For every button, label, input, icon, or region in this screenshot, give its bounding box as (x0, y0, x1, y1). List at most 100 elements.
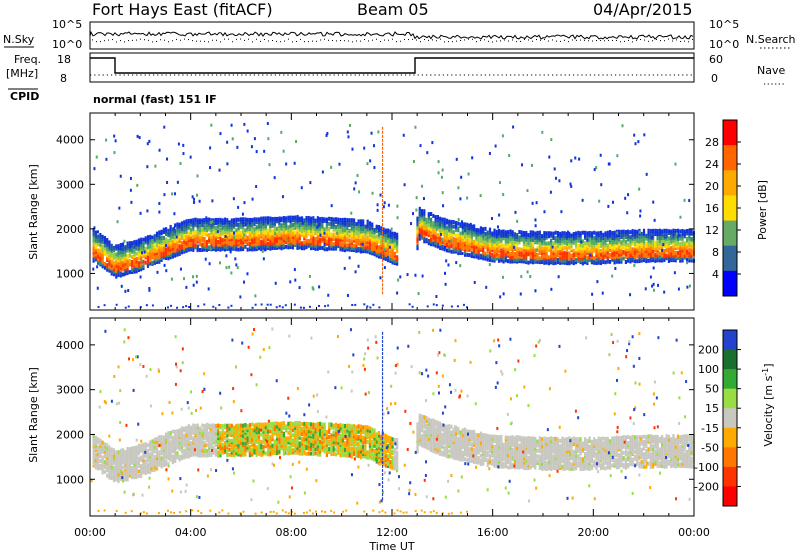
range-gate-cell (518, 256, 521, 261)
range-gate-cell (681, 251, 684, 256)
range-gate-cell (651, 245, 655, 250)
range-gate-cell (146, 251, 150, 256)
range-gate-cell (203, 232, 206, 237)
range-gate-cell (242, 452, 245, 457)
range-gate-cell (488, 230, 492, 235)
range-gate-cell (382, 231, 385, 236)
range-gate-cell (230, 237, 233, 242)
interference-cell (381, 283, 384, 287)
range-gate-cell (212, 425, 215, 430)
range-gate-cell (246, 443, 249, 448)
range-gate-cell (448, 246, 451, 251)
scatter-cell (399, 275, 402, 279)
range-gate-cell (554, 253, 557, 258)
date-label: 04/Apr/2015 (593, 0, 693, 19)
range-gate-cell (251, 223, 254, 228)
range-gate-cell (269, 447, 272, 452)
range-gate-cell (203, 245, 206, 250)
range-gate-cell (457, 221, 460, 226)
range-gate-cell (257, 224, 261, 229)
scatter-cell (282, 149, 285, 153)
noise-search-point (324, 38, 325, 40)
range-gate-cell (468, 226, 471, 231)
range-gate-cell (565, 261, 569, 266)
range-gate-cell (309, 446, 313, 451)
range-gate-cell (436, 233, 439, 238)
range-gate-cell (647, 228, 650, 233)
range-gate-cell (198, 448, 202, 453)
range-gate-cell (210, 426, 213, 431)
range-gate-cell (255, 234, 258, 239)
range-gate-cell (371, 230, 374, 235)
range-gate-cell (540, 241, 544, 246)
scatter-cell (414, 273, 417, 277)
range-gate-cell (561, 246, 564, 251)
range-gate-cell (559, 253, 562, 258)
range-gate-cell (488, 257, 492, 262)
range-gate-cell (683, 246, 686, 251)
range-gate-cell (300, 422, 304, 427)
scatter-cell (435, 227, 438, 231)
range-gate-cell (359, 239, 362, 244)
range-gate-cell (470, 242, 473, 247)
range-gate-cell (328, 447, 331, 452)
range-gate-cell (239, 242, 242, 247)
range-gate-cell (180, 426, 184, 431)
range-gate-cell (482, 256, 485, 261)
range-gate-cell (94, 230, 97, 235)
range-gate-cell (187, 452, 190, 457)
scatter-cell (230, 123, 233, 127)
range-gate-cell (291, 438, 295, 443)
range-gate-cell (663, 251, 666, 256)
near-range-cell (293, 303, 296, 306)
noise-search-point (96, 41, 97, 43)
scatter-cell (519, 292, 522, 296)
range-gate-cell (171, 460, 174, 465)
range-gate-cell (282, 238, 285, 243)
range-gate-cell (226, 447, 229, 452)
range-gate-cell (217, 433, 220, 438)
range-gate-cell (212, 242, 215, 247)
range-gate-cell (137, 461, 141, 466)
scatter-cell (534, 224, 537, 228)
range-gate-cell (525, 245, 528, 250)
range-gate-cell (570, 245, 573, 250)
range-gate-cell (149, 244, 152, 249)
range-gate-cell (239, 426, 242, 431)
scatter-cell (686, 261, 689, 265)
scatter-cell (657, 283, 660, 287)
range-gate-cell (525, 237, 528, 242)
range-gate-cell (282, 233, 285, 238)
range-gate-cell (611, 253, 614, 258)
range-gate-cell (337, 217, 340, 222)
range-gate-cell (595, 250, 598, 255)
interference-cell (381, 211, 384, 215)
range-gate-cell (131, 260, 134, 265)
range-gate-cell (382, 237, 385, 242)
range-gate-cell (305, 427, 308, 432)
scatter-cell (163, 193, 166, 197)
range-gate-cell (325, 232, 329, 237)
range-gate-cell (368, 235, 372, 240)
range-gate-cell (525, 252, 528, 257)
range-gate-cell (559, 250, 562, 255)
range-gate-cell (210, 240, 213, 245)
range-gate-cell (228, 225, 231, 230)
range-gate-cell (103, 447, 107, 452)
noise-search-point (108, 39, 109, 41)
noise-search-point (132, 39, 133, 41)
range-gate-cell (144, 452, 147, 457)
range-gate-cell (196, 235, 199, 240)
range-gate-cell (416, 238, 419, 243)
range-gate-cell (511, 242, 514, 247)
range-gate-cell (208, 238, 211, 243)
range-gate-cell (219, 240, 222, 245)
range-gate-cell (106, 265, 109, 270)
range-gate-cell (636, 237, 639, 242)
range-gate-cell (309, 424, 313, 429)
near-range-cell (351, 303, 354, 306)
range-gate-cell (140, 242, 143, 247)
range-gate-cell (194, 443, 197, 448)
range-gate-cell (454, 238, 458, 243)
range-gate-cell (167, 461, 170, 466)
